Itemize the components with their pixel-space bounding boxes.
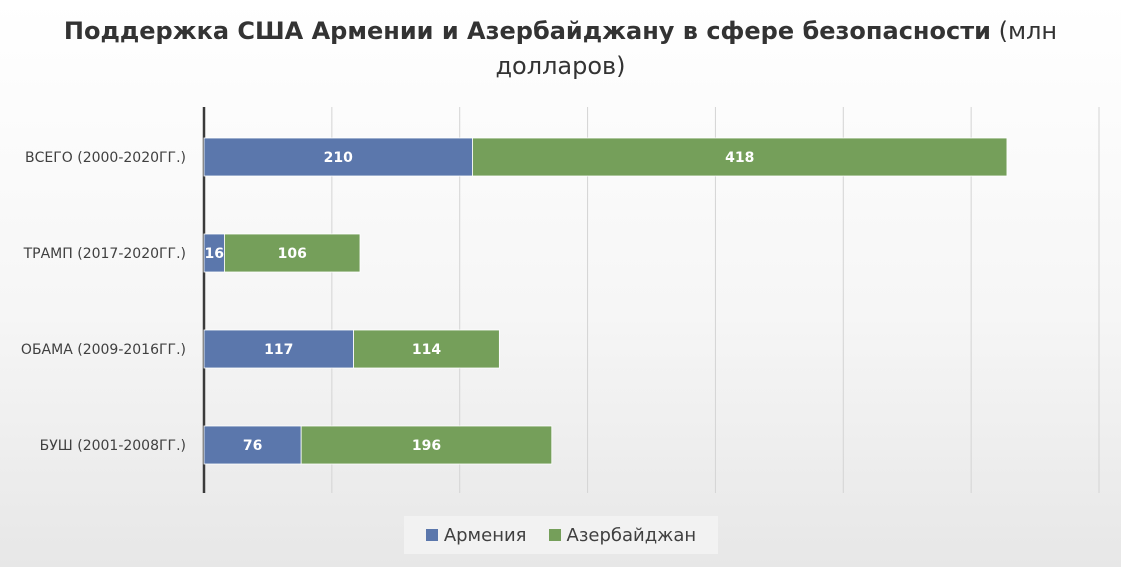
legend-item-armenia: Армения xyxy=(425,524,527,546)
data-label: 76 xyxy=(243,438,262,454)
legend-item-azerbaijan: Азербайджан xyxy=(548,524,697,546)
legend-label-armenia: Армения xyxy=(443,524,527,546)
legend-label-azerbaijan: Азербайджан xyxy=(566,524,697,546)
category-label: БУШ (2001-2008ГГ.) xyxy=(40,438,186,454)
data-label: 210 xyxy=(324,150,353,166)
category-label: ВСЕГО (2000-2020ГГ.) xyxy=(25,150,186,166)
legend-swatch-armenia xyxy=(425,529,438,541)
bar-segment xyxy=(472,137,1008,177)
bar-segment xyxy=(300,425,553,465)
bar-segment xyxy=(353,329,500,369)
data-label: 117 xyxy=(264,342,293,358)
data-label: 114 xyxy=(412,342,441,358)
chart-title-main: Поддержка США Армении и Азербайджану в с… xyxy=(63,17,991,45)
category-label: ТРАМП (2017-2020ГГ.) xyxy=(23,246,186,262)
data-label: 106 xyxy=(278,246,307,262)
bar-segment xyxy=(224,233,361,273)
bar-segment xyxy=(203,425,302,465)
category-label: ОБАМА (2009-2016ГГ.) xyxy=(21,342,186,358)
chart-title-units: (млн долларов) xyxy=(495,17,1058,80)
bar-segment xyxy=(203,137,473,177)
data-label: 196 xyxy=(412,438,441,454)
legend-swatch-azerbaijan xyxy=(548,529,561,541)
chart-title: Поддержка США Армении и Азербайджану в с… xyxy=(0,14,1121,84)
data-label: 418 xyxy=(725,150,754,166)
chart-legend: Армения Азербайджан xyxy=(404,516,718,554)
data-label: 16 xyxy=(204,246,223,262)
